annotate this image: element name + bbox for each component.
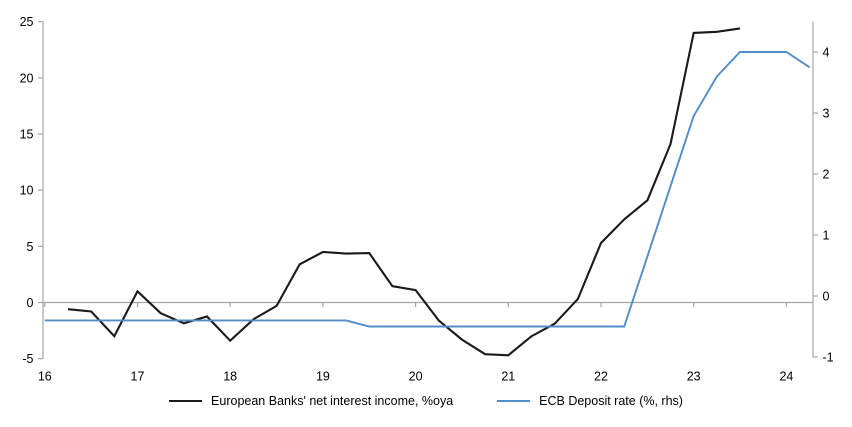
x-axis-tick-label: 20	[409, 370, 423, 384]
legend-label-ecb: ECB Deposit rate (%, rhs)	[539, 394, 683, 408]
legend-label-nii: European Banks' net interest income, %oy…	[211, 394, 454, 408]
left-axis-tick-label: 10	[20, 184, 34, 198]
x-axis-tick-label: 24	[779, 370, 793, 384]
legend-item-nii: European Banks' net interest income, %oy…	[169, 394, 453, 408]
right-axis-tick-label: 0	[823, 290, 830, 304]
x-axis-tick-label: 16	[38, 370, 52, 384]
ecb-line-swatch	[497, 400, 531, 402]
left-axis-tick-label: 15	[20, 128, 34, 142]
left-axis-tick-label: -5	[22, 352, 33, 366]
left-axis-tick-label: 0	[27, 296, 34, 310]
right-axis-tick-label: -1	[823, 351, 834, 365]
right-axis-tick-label: 2	[823, 168, 830, 182]
right-axis-tick-label: 1	[823, 229, 830, 243]
nii-series-line	[67, 27, 741, 357]
x-axis-tick-label: 22	[594, 370, 608, 384]
legend: European Banks' net interest income, %oy…	[0, 394, 852, 408]
ecb-series-line	[44, 51, 811, 328]
right-axis-tick-label: 4	[823, 46, 830, 60]
legend-item-ecb: ECB Deposit rate (%, rhs)	[497, 394, 683, 408]
nii-line-swatch	[169, 400, 203, 402]
left-axis-tick-label: 5	[27, 240, 34, 254]
left-axis-tick-label: 25	[20, 15, 34, 29]
x-axis-tick-label: 23	[687, 370, 701, 384]
x-axis-tick-label: 17	[131, 370, 145, 384]
left-axis-tick-label: 20	[20, 71, 34, 85]
x-axis-tick-label: 18	[223, 370, 237, 384]
x-axis-tick-label: 21	[501, 370, 515, 384]
right-axis-tick-label: 3	[823, 107, 830, 121]
x-axis-tick-label: 19	[316, 370, 330, 384]
